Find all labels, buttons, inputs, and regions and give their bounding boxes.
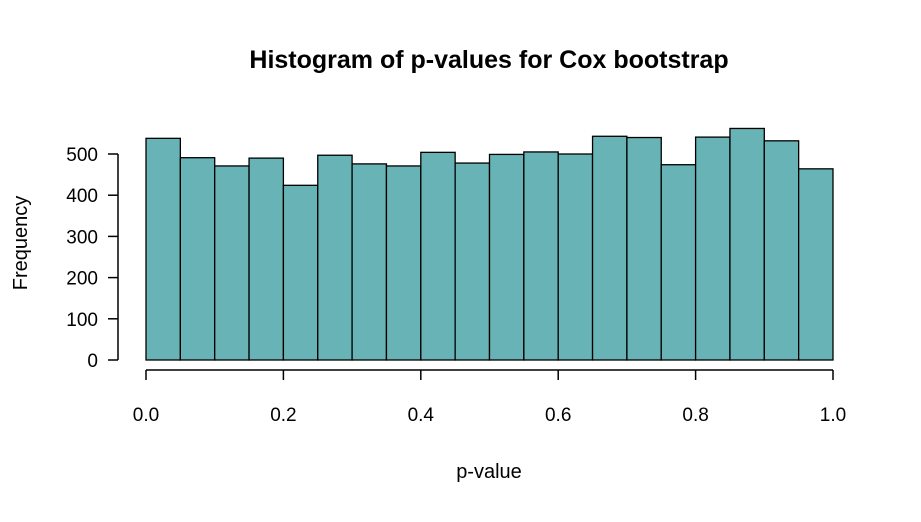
histogram-bar [351, 163, 388, 361]
histogram-bar [660, 164, 697, 361]
y-axis: 0 100 200 300 400 500 [66, 145, 119, 372]
histogram-bar [591, 135, 628, 361]
x-axis: 0.0 0.2 0.4 0.6 0.8 1.0 [133, 369, 846, 426]
histogram-bar [626, 136, 662, 361]
histogram-bar [179, 157, 216, 361]
histogram-bar [557, 153, 594, 361]
histogram-bar [214, 165, 250, 361]
histogram-bar [317, 154, 353, 361]
histogram-bar [454, 162, 491, 361]
histogram-bar [729, 127, 765, 361]
y-tick-label: 200 [66, 269, 98, 290]
histogram-bar [763, 140, 800, 361]
histogram-bar [798, 168, 834, 361]
x-tick-label: 0.0 [133, 405, 159, 426]
x-tick-label: 0.6 [545, 405, 571, 426]
histogram-bar [420, 151, 456, 361]
y-axis-label: Frequency [10, 196, 32, 291]
y-tick-label: 0 [87, 351, 98, 372]
bars-group [145, 127, 834, 361]
y-tick-label: 500 [66, 145, 98, 166]
x-tick-label: 0.8 [682, 405, 708, 426]
x-tick-label: 1.0 [820, 405, 846, 426]
histogram-bar [282, 184, 319, 361]
histogram-bar [694, 136, 731, 361]
histogram-bar [385, 165, 422, 361]
y-tick-label: 300 [66, 227, 98, 248]
histogram-bar [145, 137, 181, 361]
histogram-bar [488, 153, 525, 361]
histogram-bar [248, 157, 285, 361]
y-tick-label: 400 [66, 186, 98, 207]
x-tick-label: 0.2 [270, 405, 296, 426]
x-axis-label: p-value [456, 461, 522, 483]
chart-title: Histogram of p-values for Cox bootstrap [249, 46, 728, 74]
histogram-bar [523, 151, 559, 361]
y-tick-label: 100 [66, 310, 98, 331]
x-tick-label: 0.4 [408, 405, 435, 426]
